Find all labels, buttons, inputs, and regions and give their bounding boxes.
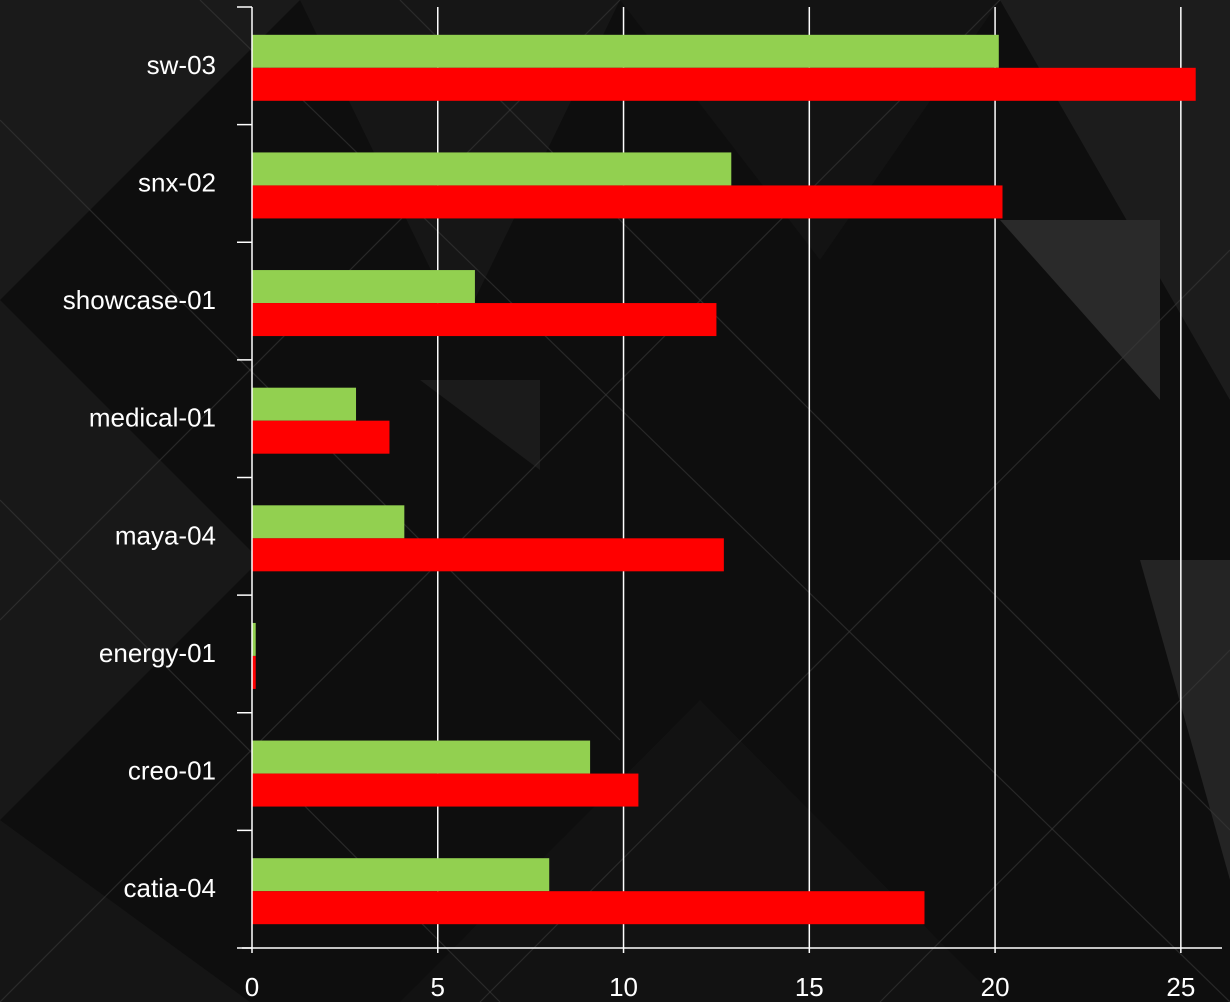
category-label: creo-01 — [128, 756, 216, 786]
background-triangle — [420, 380, 540, 470]
x-tick-label: 0 — [245, 972, 259, 1002]
bar — [252, 773, 639, 807]
background-line — [0, 0, 1001, 1002]
category-label: sw-03 — [147, 50, 216, 80]
axes — [237, 6, 1222, 953]
bar — [252, 655, 256, 689]
category-label: catia-04 — [124, 873, 217, 903]
bar — [252, 34, 999, 68]
background-triangle — [400, 700, 1000, 1002]
bar — [252, 270, 475, 304]
x-tick-label: 15 — [795, 972, 824, 1002]
bar — [252, 185, 1003, 219]
bar — [252, 538, 724, 572]
labels: catia-04 creo-01 energy-01 maya-04 medical-0… — [63, 50, 1196, 1002]
x-tick-label: 25 — [1166, 972, 1195, 1002]
background-line — [879, 649, 1230, 1002]
category-label: energy-01 — [99, 638, 216, 668]
bar — [252, 67, 1196, 101]
bar — [252, 152, 732, 186]
bar — [252, 858, 550, 892]
category-label: maya-04 — [115, 520, 216, 550]
bar — [252, 622, 256, 656]
bar — [252, 387, 357, 421]
bar — [252, 420, 390, 454]
bar — [252, 891, 925, 925]
bar — [252, 505, 405, 539]
background-triangle — [1000, 220, 1160, 400]
background-triangle — [0, 300, 260, 820]
background-line — [479, 249, 1230, 1002]
background-triangle — [1140, 560, 1230, 880]
x-tick-label: 10 — [609, 972, 638, 1002]
category-label: showcase-01 — [63, 285, 216, 315]
bars — [252, 34, 1196, 925]
category-label: medical-01 — [89, 403, 216, 433]
bar — [252, 740, 591, 774]
category-label: snx-02 — [138, 167, 216, 197]
bar — [252, 303, 717, 337]
background-line — [399, 0, 1230, 831]
background-triangle — [0, 0, 300, 300]
gridlines — [437, 7, 1182, 948]
x-tick-label: 5 — [431, 972, 445, 1002]
x-tick-label: 20 — [981, 972, 1010, 1002]
background-triangle — [0, 820, 250, 1002]
